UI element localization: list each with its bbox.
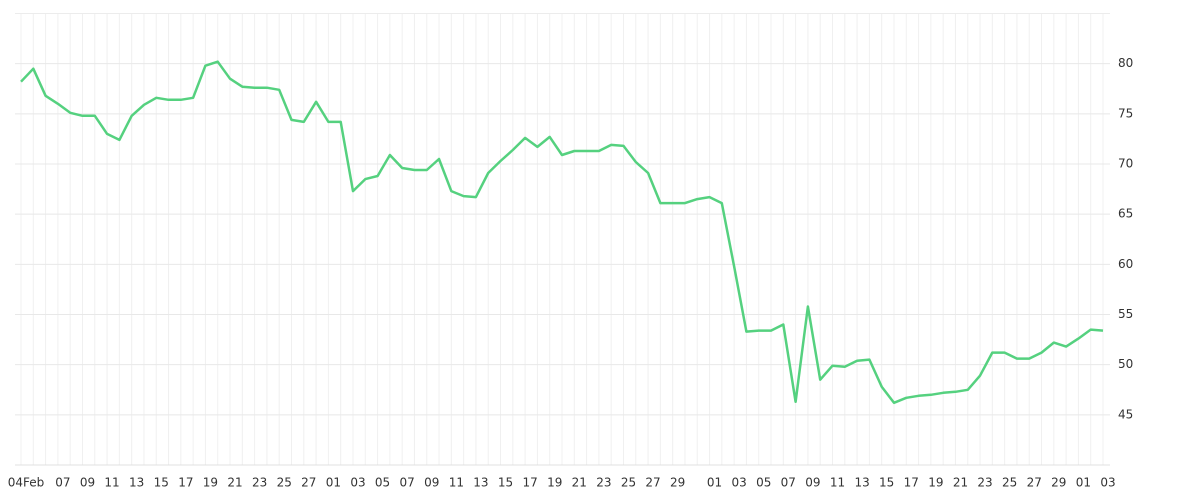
x-tick-label: 15 (498, 476, 513, 490)
x-tick-label: 09 (80, 476, 95, 490)
x-tick-label: 19 (547, 476, 562, 490)
x-tick-label: 09 (424, 476, 439, 490)
x-tick-label: 13 (473, 476, 488, 490)
y-tick-label: 50 (1118, 357, 1133, 371)
y-tick-label: 70 (1118, 157, 1133, 171)
x-tick-label: 03 (1100, 476, 1115, 490)
x-tick-label: 07 (400, 476, 415, 490)
x-tick-label: 05 (756, 476, 771, 490)
x-tick-label: 03 (731, 476, 746, 490)
x-tick-label: 21 (572, 476, 587, 490)
x-tick-label: 21 (953, 476, 968, 490)
x-tick-label: 04Feb (8, 476, 45, 490)
x-tick-label: 15 (154, 476, 169, 490)
y-tick-label: 45 (1118, 407, 1133, 421)
x-tick-label: 07 (55, 476, 70, 490)
x-tick-label: 15 (879, 476, 894, 490)
x-tick-label: 11 (449, 476, 464, 490)
x-tick-label: 09 (805, 476, 820, 490)
x-tick-label: 29 (670, 476, 685, 490)
x-tick-label: 25 (277, 476, 292, 490)
line-series (20, 60, 1104, 405)
x-tick-label: 03 (350, 476, 365, 490)
x-tick-label: 19 (203, 476, 218, 490)
x-tick-label: 23 (596, 476, 611, 490)
x-tick-label: 17 (904, 476, 919, 490)
x-tick-label: 21 (227, 476, 242, 490)
x-tick-label: 27 (645, 476, 660, 490)
x-tick-label: 01 (326, 476, 341, 490)
x-tick-label: 17 (522, 476, 537, 490)
x-tick-label: 13 (854, 476, 869, 490)
y-tick-label: 80 (1118, 56, 1133, 70)
x-tick-label: 17 (178, 476, 193, 490)
x-tick-label: 29 (1051, 476, 1066, 490)
x-tick-label: 19 (928, 476, 943, 490)
x-tick-label: 13 (129, 476, 144, 490)
y-tick-label: 55 (1118, 307, 1133, 321)
x-tick-label: 07 (781, 476, 796, 490)
x-tick-label: 25 (621, 476, 636, 490)
x-tick-label: 23 (977, 476, 992, 490)
x-tick-label: 27 (1027, 476, 1042, 490)
x-tick-label: 01 (1076, 476, 1091, 490)
x-tick-label: 11 (830, 476, 845, 490)
y-tick-label: 60 (1118, 257, 1133, 271)
x-tick-label: 23 (252, 476, 267, 490)
x-tick-label: 11 (104, 476, 119, 490)
y-tick-label: 65 (1118, 207, 1133, 221)
x-tick-label: 01 (707, 476, 722, 490)
x-tick-label: 05 (375, 476, 390, 490)
x-tick-label: 25 (1002, 476, 1017, 490)
x-tick-label: 27 (301, 476, 316, 490)
y-tick-label: 75 (1118, 106, 1133, 120)
